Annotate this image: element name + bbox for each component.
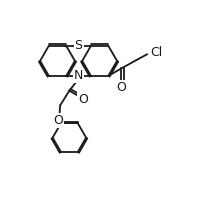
Text: O: O [78, 93, 88, 105]
Text: O: O [54, 114, 63, 127]
Text: O: O [116, 81, 126, 94]
Text: Cl: Cl [150, 46, 162, 59]
Text: S: S [75, 39, 83, 52]
Text: N: N [74, 69, 83, 82]
